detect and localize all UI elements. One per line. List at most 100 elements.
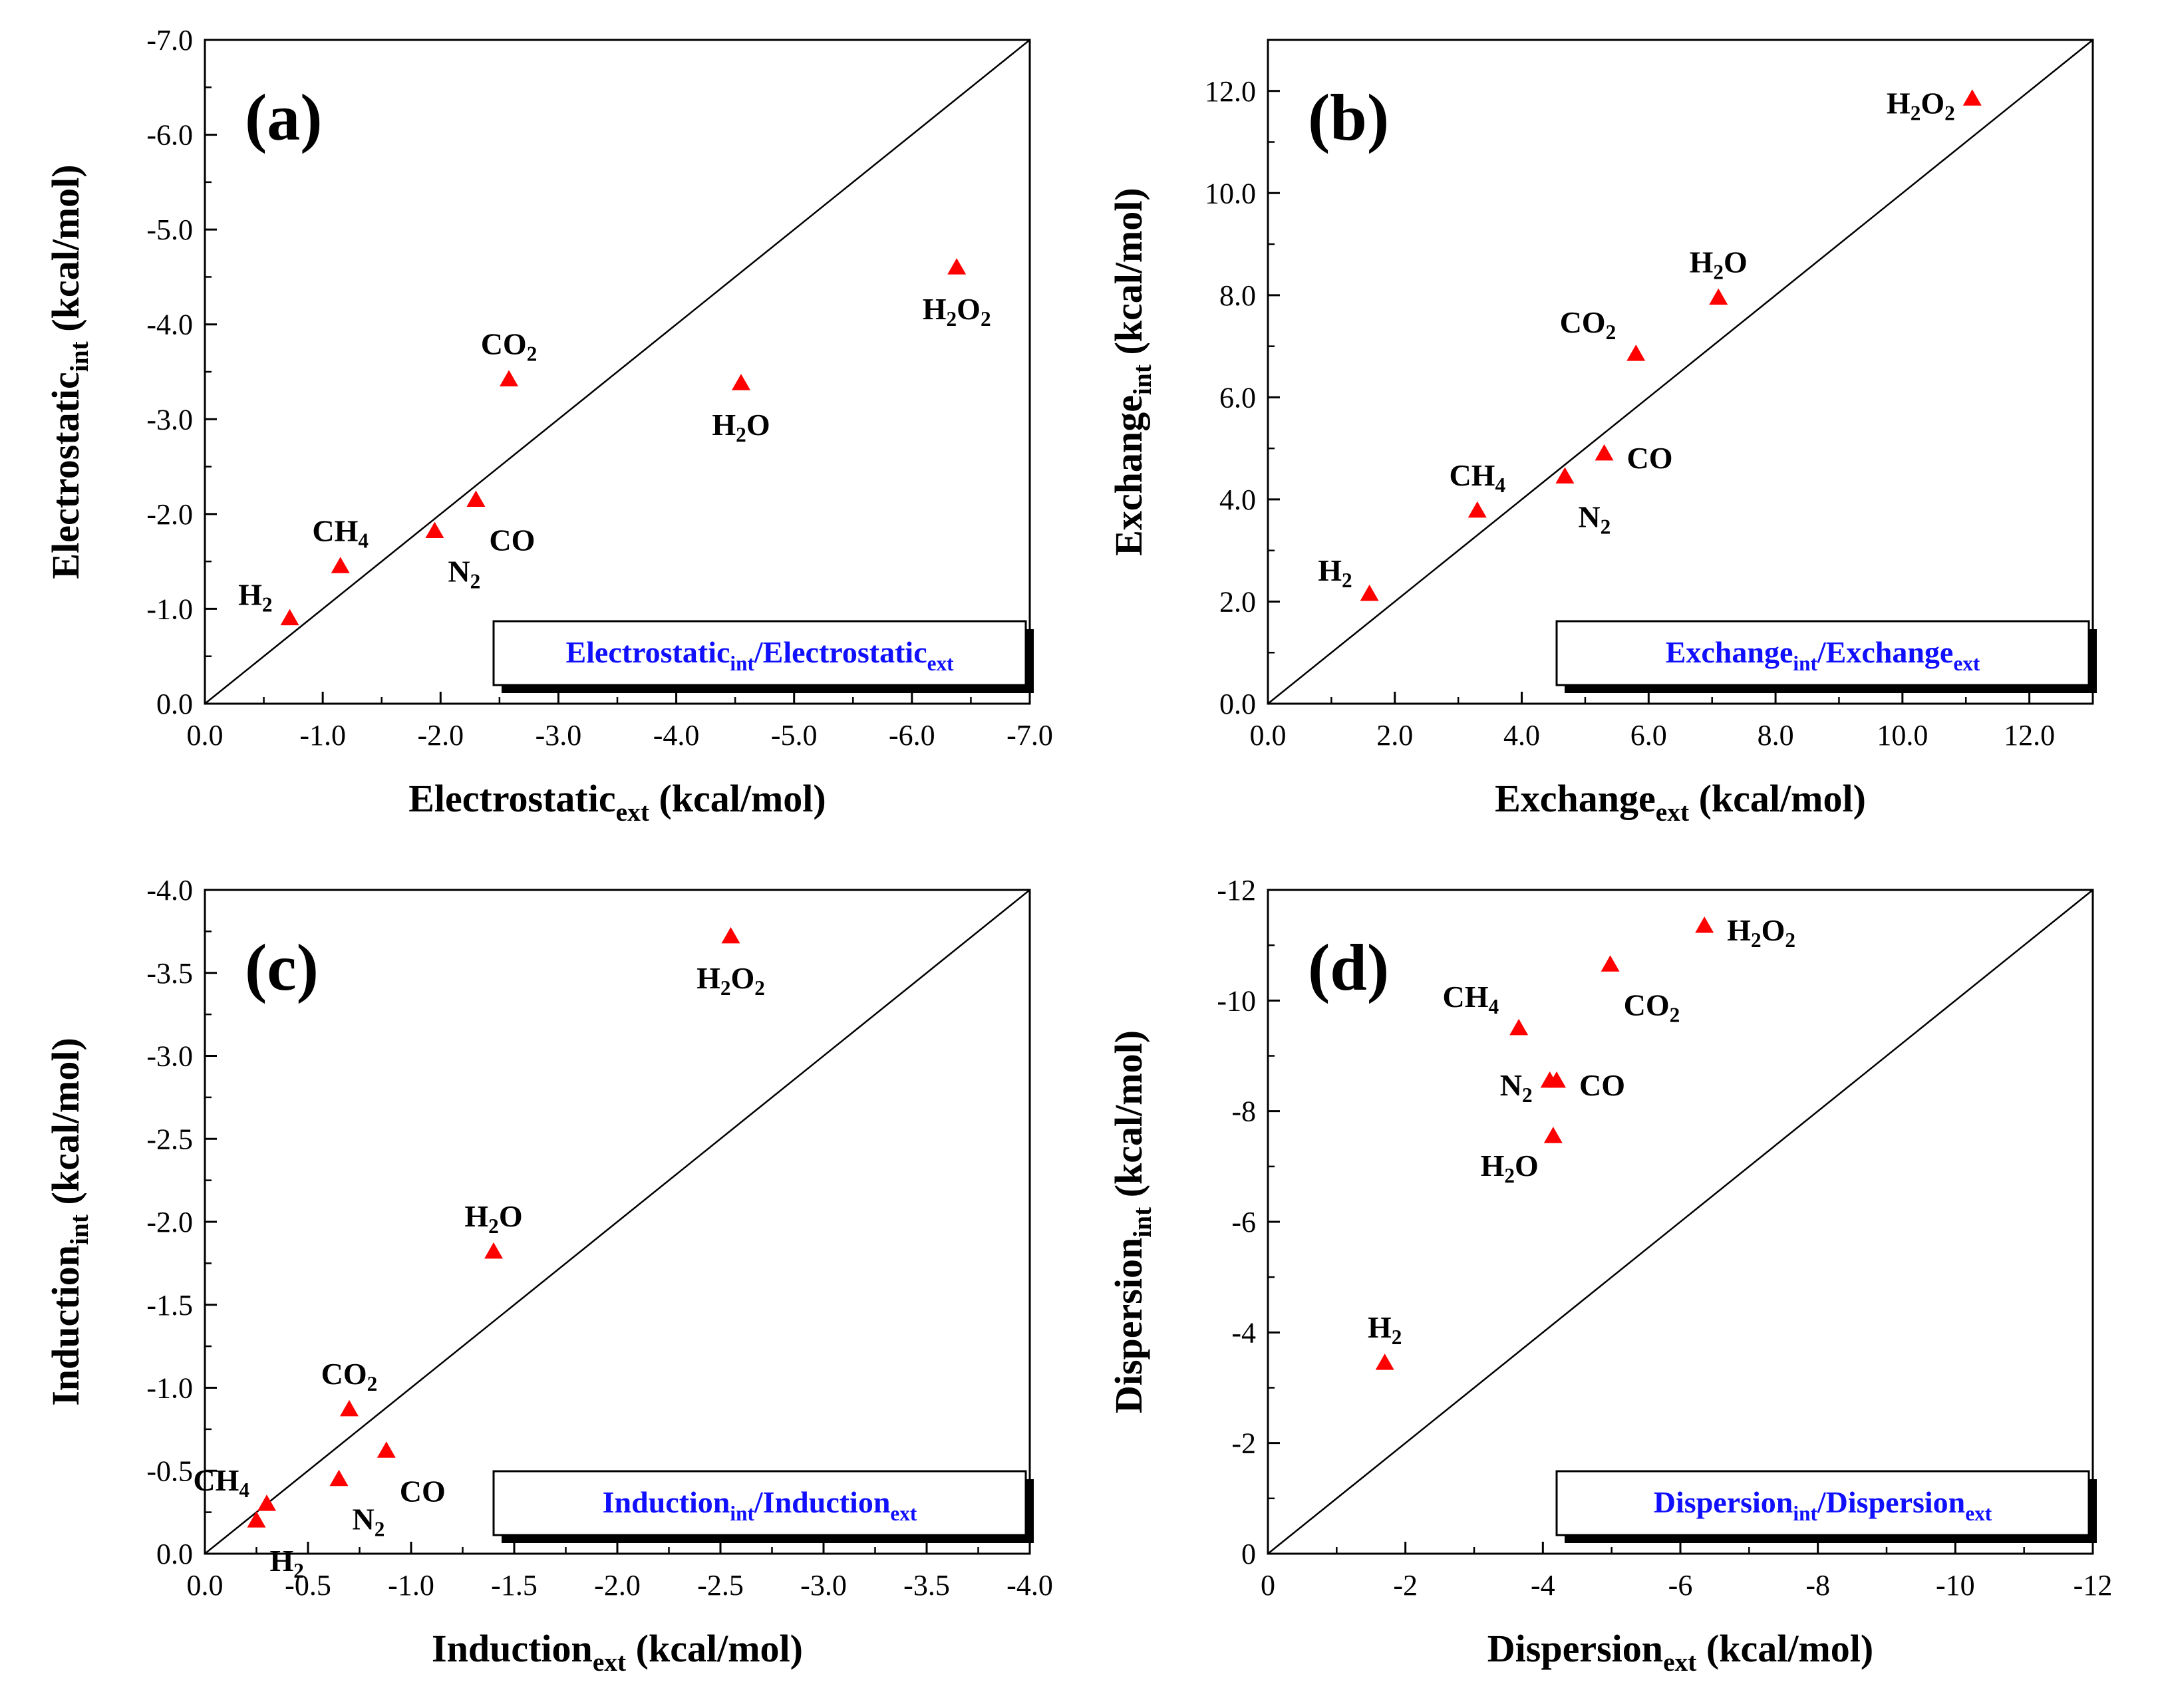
marker-h2o2 [1962, 89, 1982, 106]
point-label-n2: N2​ [353, 1502, 385, 1541]
point-label-co: CO [489, 523, 535, 557]
y-tick-label: -2 [1231, 1427, 1256, 1460]
x-tick-label: 6.0 [1630, 719, 1667, 752]
panel-a-electrostatic: 0.00.0 -1.0 -1.0 -2.0 -2.0 -3.0 -3.0 -4.0 -4.0 -5… [44, 24, 1053, 827]
x-tick-label: 0.0 [187, 1569, 224, 1602]
x-tick-label: -8 [1805, 1569, 1830, 1602]
x-axis-label: Inductionext (kcal/mol) [432, 1627, 803, 1677]
diagonal-line [204, 889, 1030, 1554]
marker-co2 [340, 1399, 359, 1417]
point-label-co2: CO2​ [321, 1357, 378, 1395]
panel-b-exchange: 0.00.0 2.0 2.0 4.0 4.0 6.0 6.0 8.0 8.0 10.0 10.0 12… [1107, 39, 2097, 827]
x-tick-label: -5.0 [771, 719, 818, 752]
point-label-h2: H2​ [1368, 1310, 1402, 1349]
point-label-n2: N2​ [1500, 1068, 1533, 1107]
panel-label: (d) [1308, 930, 1389, 1004]
y-tick-label: 0 [1241, 1538, 1256, 1570]
y-axis-label: Exchangeint (kcal/mol) [1107, 188, 1157, 556]
panel-label: (c) [245, 930, 319, 1004]
x-tick-label: -4.0 [1006, 1569, 1053, 1602]
point-label-h2o2: H2​O2​ [1727, 913, 1795, 952]
x-tick-label: 10.0 [1877, 719, 1928, 752]
panel-label: (b) [1308, 80, 1389, 154]
point-label-ch4: CH4​ [1449, 458, 1505, 497]
legend-box [1555, 1470, 2090, 1536]
marker-co [1595, 444, 1614, 461]
point-label-co: CO [1627, 441, 1673, 475]
point-label-h2o2: H2​O2​ [923, 292, 991, 331]
x-tick-label: -3.0 [536, 719, 582, 752]
point-label-ch4: CH4​ [312, 513, 369, 552]
diagonal-line [1267, 889, 2093, 1554]
y-tick-label: 6.0 [1219, 381, 1256, 414]
point-label-n2: N2​ [448, 555, 480, 593]
y-tick-label: -5.0 [146, 214, 193, 246]
legend-text: Inductionint/Inductionext [603, 1485, 917, 1525]
marker-ch4 [1467, 501, 1487, 518]
y-tick-label: 8.0 [1219, 279, 1256, 312]
x-tick-label: 0 [1261, 1569, 1275, 1602]
y-tick-label: -3.5 [146, 957, 193, 990]
y-tick-label: -0.5 [146, 1455, 193, 1487]
marker-h2o2 [1695, 917, 1714, 933]
y-tick-label: -10 [1217, 984, 1256, 1017]
marker-h2o2 [947, 258, 967, 275]
x-tick-label: -1.0 [388, 1569, 434, 1602]
x-tick-label: -2.5 [697, 1569, 744, 1602]
panel-label: (a) [245, 80, 323, 154]
panel-c-induction: 0.00.0 -0.5 -0.5 -1.0 -1.0 -1.5 -1.5 -2.0 -2.0 -2… [44, 874, 1053, 1677]
point-label-co: CO [1579, 1068, 1625, 1102]
point-label-co2: CO2​ [481, 327, 538, 365]
point-label-h2: H2​ [1318, 553, 1352, 592]
x-tick-label: -6.0 [889, 719, 935, 752]
x-tick-label: -2.0 [417, 719, 464, 752]
marker-h2o2 [721, 926, 740, 944]
point-label-h2o: H2​O [712, 408, 770, 446]
marker-co [377, 1441, 396, 1458]
y-tick-label: 0.0 [1219, 688, 1256, 720]
point-label-h2o2: H2​O2​ [696, 961, 765, 1000]
plot-frame [1267, 39, 2094, 705]
marker-n2 [329, 1469, 349, 1487]
y-tick-label: -4.0 [146, 309, 193, 341]
y-tick-label: -3.0 [146, 403, 193, 436]
y-tick-label: 2.0 [1219, 585, 1256, 618]
x-tick-label: -10 [1936, 1569, 1975, 1602]
marker-co [466, 490, 486, 507]
marker-h2 [1360, 584, 1379, 601]
marker-co [1547, 1071, 1566, 1088]
marker-n2 [1555, 467, 1575, 484]
y-tick-label: -1.0 [146, 1372, 193, 1405]
legend-box [492, 620, 1027, 686]
x-tick-label: -0.5 [285, 1569, 331, 1602]
point-label-h2o: H2​O [1481, 1149, 1539, 1187]
y-tick-label: -1.0 [146, 593, 193, 625]
legend-text: Exchangeint/Exchangeext [1666, 635, 1980, 675]
marker-ch4 [331, 557, 350, 573]
y-axis-label: Inductionint (kcal/mol) [44, 1038, 94, 1406]
x-tick-label: 0.0 [187, 719, 224, 752]
marker-n2 [425, 521, 444, 539]
y-axis-label: Dispersionint (kcal/mol) [1107, 1030, 1157, 1413]
y-axis-label: Electrostaticint (kcal/mol) [44, 164, 94, 579]
legend-text: Electrostaticint/Electrostaticext [565, 635, 954, 675]
point-label-h2o: H2​O [1690, 245, 1748, 284]
y-tick-label: -4.0 [146, 874, 193, 907]
y-tick-label: 10.0 [1205, 177, 1256, 210]
diagonal-line [204, 39, 1030, 704]
y-tick-label: -2.0 [146, 1206, 193, 1238]
x-axis-label: Exchangeext (kcal/mol) [1495, 777, 1866, 827]
x-tick-label: 4.0 [1503, 719, 1540, 752]
marker-h2 [247, 1511, 266, 1528]
point-label-h2o2: H2​O2​ [1887, 86, 1955, 124]
point-label-h2: H2​ [270, 1544, 304, 1582]
x-tick-label: -4 [1531, 1569, 1555, 1602]
point-label-h2: H2​ [238, 578, 272, 617]
x-tick-label: 2.0 [1376, 719, 1413, 752]
y-tick-label: -4 [1231, 1316, 1256, 1349]
x-tick-label: -4.0 [653, 719, 700, 752]
point-label-ch4: CH4​ [193, 1463, 249, 1502]
marker-h2 [280, 609, 299, 626]
x-axis-label: Dispersionext (kcal/mol) [1487, 1627, 1873, 1677]
